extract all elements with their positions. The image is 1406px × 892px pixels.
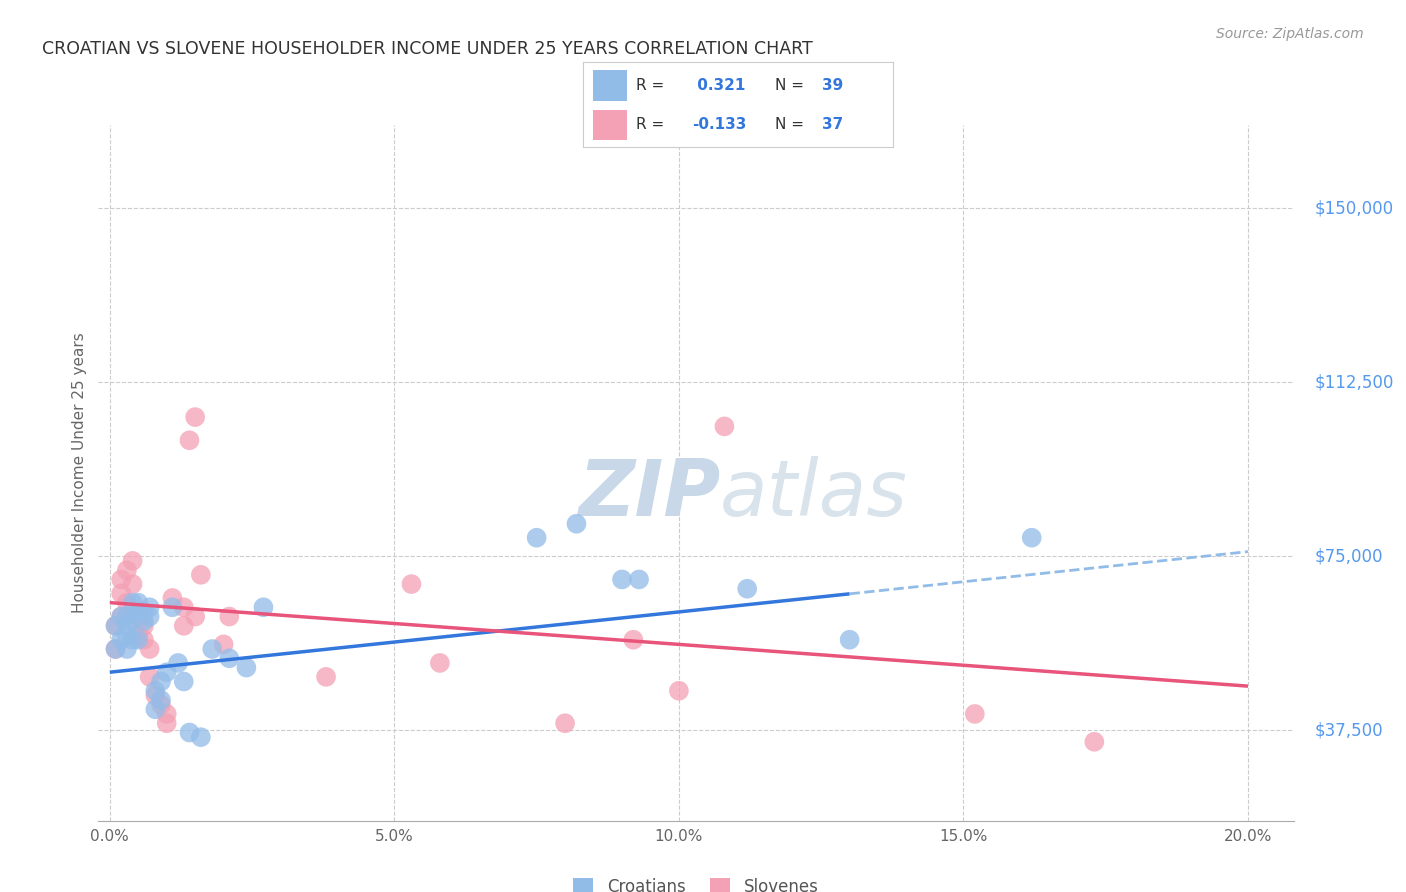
Point: [104, 619, 127, 633]
Point: [132, 619, 155, 633]
Text: 0.321: 0.321: [692, 78, 745, 93]
Point: [121, 614, 143, 628]
Point: [132, 614, 155, 628]
Point: [150, 693, 173, 707]
Point: [138, 600, 160, 615]
Point: [104, 619, 127, 633]
Point: [115, 619, 138, 633]
Point: [143, 683, 166, 698]
Point: [127, 628, 149, 642]
Text: N =: N =: [775, 117, 808, 132]
Bar: [593, 70, 627, 101]
Point: [143, 702, 166, 716]
Point: [115, 596, 138, 610]
Point: [173, 674, 195, 689]
Point: [138, 609, 160, 624]
Point: [173, 600, 195, 615]
Point: [668, 683, 690, 698]
Point: [121, 577, 143, 591]
Point: [110, 609, 132, 624]
Point: [127, 605, 149, 619]
Point: [184, 410, 207, 425]
Point: [1021, 531, 1043, 545]
Point: [162, 600, 184, 615]
Y-axis label: Householder Income Under 25 years: Householder Income Under 25 years: [72, 333, 87, 613]
Point: [156, 665, 179, 680]
Point: [184, 609, 207, 624]
Point: [179, 725, 201, 739]
Text: $37,500: $37,500: [1315, 722, 1384, 739]
Point: [115, 563, 138, 577]
Point: [121, 596, 143, 610]
Point: [115, 642, 138, 657]
Point: [127, 632, 149, 647]
Point: [110, 586, 132, 600]
Point: [127, 609, 149, 624]
Point: [173, 619, 195, 633]
Point: [110, 609, 132, 624]
Text: 39: 39: [821, 78, 844, 93]
Point: [132, 632, 155, 647]
Point: [167, 656, 190, 670]
Point: [143, 689, 166, 703]
Text: 37: 37: [821, 117, 844, 132]
Point: [963, 706, 986, 721]
Point: [115, 628, 138, 642]
Point: [156, 706, 179, 721]
Point: [121, 554, 143, 568]
Point: [401, 577, 423, 591]
Point: [735, 582, 758, 596]
Point: [132, 605, 155, 619]
Text: $112,500: $112,500: [1315, 374, 1393, 392]
Point: [115, 609, 138, 624]
Text: R =: R =: [636, 78, 669, 93]
Point: [429, 656, 451, 670]
Text: -0.133: -0.133: [692, 117, 747, 132]
Point: [713, 419, 735, 434]
Text: CROATIAN VS SLOVENE HOUSEHOLDER INCOME UNDER 25 YEARS CORRELATION CHART: CROATIAN VS SLOVENE HOUSEHOLDER INCOME U…: [42, 40, 813, 58]
Point: [610, 573, 633, 587]
Point: [838, 632, 860, 647]
Text: N =: N =: [775, 78, 808, 93]
Point: [628, 573, 651, 587]
Point: [150, 674, 173, 689]
Point: [110, 632, 132, 647]
Text: $150,000: $150,000: [1315, 200, 1393, 218]
Text: Source: ZipAtlas.com: Source: ZipAtlas.com: [1216, 27, 1364, 41]
Point: [110, 573, 132, 587]
Point: [179, 434, 201, 448]
Text: R =: R =: [636, 117, 669, 132]
Point: [150, 698, 173, 712]
Point: [554, 716, 576, 731]
Point: [156, 716, 179, 731]
Point: [104, 642, 127, 657]
Point: [162, 591, 184, 605]
Point: [218, 651, 240, 665]
Point: [565, 516, 588, 531]
Point: [121, 632, 143, 647]
Point: [1083, 735, 1105, 749]
Legend: Croatians, Slovenes: Croatians, Slovenes: [567, 871, 825, 892]
Point: [218, 609, 240, 624]
Point: [138, 670, 160, 684]
Point: [104, 642, 127, 657]
Point: [201, 642, 224, 657]
Point: [621, 632, 644, 647]
Point: [138, 642, 160, 657]
Point: [190, 567, 212, 582]
Point: [190, 730, 212, 744]
Point: [235, 660, 257, 674]
Point: [526, 531, 548, 545]
Point: [127, 596, 149, 610]
Text: atlas: atlas: [720, 456, 908, 532]
Point: [212, 637, 235, 651]
Text: ZIP: ZIP: [578, 456, 720, 532]
Point: [315, 670, 337, 684]
Text: $75,000: $75,000: [1315, 548, 1384, 566]
Point: [252, 600, 274, 615]
Bar: [593, 110, 627, 140]
